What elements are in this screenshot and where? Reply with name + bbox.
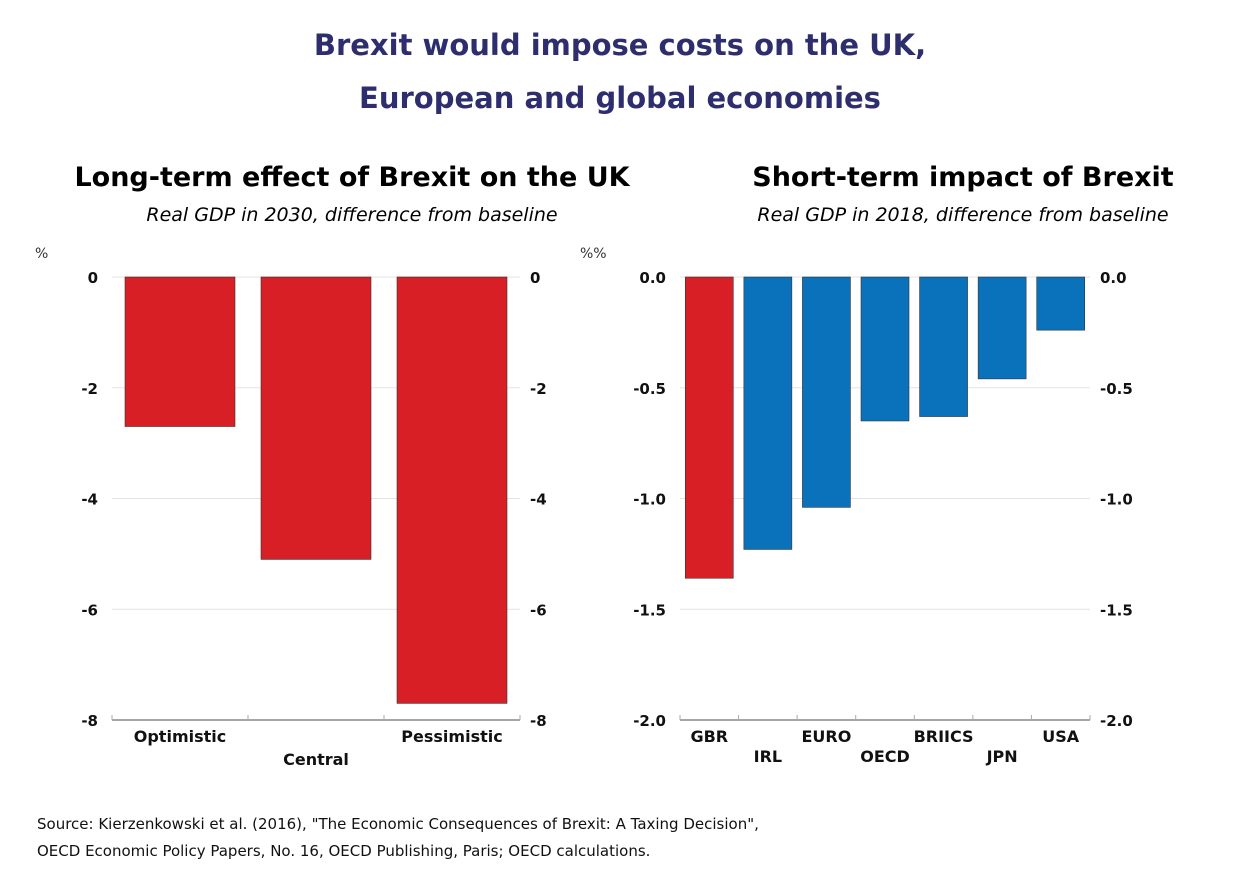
y-tick-label-right: -2 [530,380,547,398]
y-tick-label-right: 0.0 [1100,269,1127,287]
y-tick-label-right: -1.5 [1100,601,1133,619]
source-line-2: OECD Economic Policy Papers, No. 16, OEC… [37,842,650,860]
y-tick-label-left: 0 [88,269,98,287]
left-chart: 0 0 -2 -2 -4 -4 -6 -6 -8 -8 Optimistic Central Pessi… [81,269,546,769]
y-tick-label-left: -4 [81,491,98,509]
y-tick-label-left: -1.5 [633,601,666,619]
x-tick-label: BRIICS [914,727,974,746]
source-line-1: Source: Kierzenkowski et al. (2016), "Th… [37,815,759,833]
y-tick-label-right: -2.0 [1100,712,1133,730]
y-tick-label-left: -2.0 [633,712,666,730]
y-tick-label-right: -8 [530,712,547,730]
left-chart-subtitle: Real GDP in 2030, difference from baseli… [146,204,557,226]
y-tick-label-left: -8 [81,712,98,730]
y-tick-label-right: -1.0 [1100,491,1133,509]
x-tick-label: JPN [986,747,1018,766]
bar-usa [1036,276,1086,331]
bar-pessimistic [396,276,508,704]
right-chart-subtitle: Real GDP in 2018, difference from baseli… [757,204,1168,226]
y-tick-label-right: -0.5 [1100,380,1133,398]
x-tick-label: USA [1042,727,1080,746]
bar-central [260,276,372,560]
y-tick-label-left: 0.0 [639,269,666,287]
left-chart-unit: % [35,246,48,262]
bar-oecd [860,276,910,422]
y-tick-label-right: -4 [530,491,547,509]
bar-optimistic [124,276,236,427]
x-tick-label: GBR [690,727,728,746]
y-tick-label-left: -6 [81,601,98,619]
right-chart: 0.0 0.0 -0.5 -0.5 -1.0 -1.0 -1.5 -1.5 -2.0 -2.0 GB… [633,269,1133,766]
y-tick-label-left: -0.5 [633,380,666,398]
x-tick-label: Pessimistic [401,727,502,746]
bar-irl [743,276,793,550]
bar-gbr [684,276,734,579]
y-tick-label-left: -1.0 [633,491,666,509]
x-tick-label: Central [283,750,349,769]
x-tick-label: IRL [754,747,782,766]
right-chart-unit: %% [580,246,607,262]
left-chart-title: Long-term effect of Brexit on the UK [74,162,630,193]
bar-jpn [977,276,1027,380]
y-tick-label-left: -2 [81,380,98,398]
y-tick-label-right: 0 [530,269,540,287]
y-tick-label-right: -6 [530,601,547,619]
x-tick-label: Optimistic [134,727,226,746]
main-title-line-1: Brexit would impose costs on the UK, [314,28,926,62]
bar-euro [802,276,851,508]
x-tick-label: EURO [802,727,852,746]
right-chart-title: Short-term impact of Brexit [752,162,1174,193]
main-title-line-2: European and global economies [359,81,881,115]
x-tick-label: OECD [860,747,910,766]
bar-briics [919,276,968,417]
